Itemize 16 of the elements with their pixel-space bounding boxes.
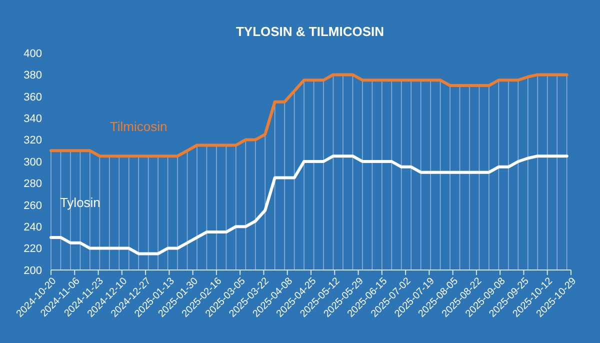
y-tick-label: 380: [24, 70, 42, 82]
line-series: [50, 73, 568, 158]
y-tick-label: 300: [24, 156, 42, 168]
y-tick-label: 320: [24, 134, 42, 147]
chart-title: TYLOSIN & TILMICOSIN: [236, 24, 384, 39]
y-tick-label: 360: [24, 91, 42, 104]
series-label: Tilmicosin: [110, 119, 168, 134]
y-tick-label: 400: [24, 48, 42, 60]
text: Tylosin: [60, 194, 100, 210]
y-tick-label: 340: [24, 112, 42, 125]
y-tick-label: 240: [24, 221, 42, 234]
y-tick-label: 280: [24, 178, 42, 190]
line-series: [50, 154, 568, 256]
y-tick-label: 200: [24, 264, 42, 277]
y-tick-label: 260: [24, 200, 42, 212]
y-tick-label: 220: [24, 243, 42, 256]
